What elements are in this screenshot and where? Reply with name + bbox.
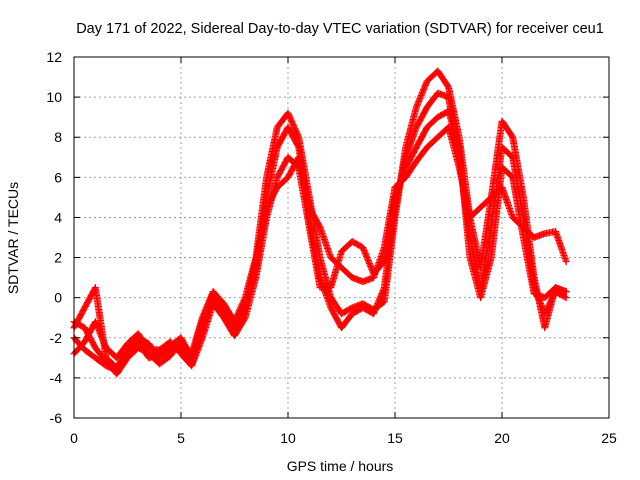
y-tick-label: 12 xyxy=(46,49,62,65)
y-tick-label: -4 xyxy=(50,370,63,386)
y-tick-label: -6 xyxy=(50,410,63,426)
y-tick-label: 2 xyxy=(54,250,62,266)
data-point xyxy=(562,258,570,266)
y-tick-label: 10 xyxy=(46,89,62,105)
series-arc-3 xyxy=(70,107,570,370)
x-tick-label: 20 xyxy=(494,430,510,446)
data-point xyxy=(562,288,570,296)
y-axis-label: SDTVAR / TECUs xyxy=(5,182,21,294)
y-tick-label: 6 xyxy=(54,169,62,185)
x-tick-label: 25 xyxy=(601,430,617,446)
y-tick-label: -2 xyxy=(50,330,63,346)
x-axis-label: GPS time / hours xyxy=(287,458,394,474)
y-tick-label: 8 xyxy=(54,129,62,145)
x-tick-label: 5 xyxy=(177,430,185,446)
data-points xyxy=(70,67,570,378)
y-tick-label: 4 xyxy=(54,209,62,225)
chart-title: Day 171 of 2022, Sidereal Day-to-day VTE… xyxy=(76,21,604,37)
x-tick-label: 15 xyxy=(387,430,403,446)
axis-ticks: 0 5 10 15 20 25 -6 -4 -2 0 2 4 6 8 10 12 xyxy=(46,49,617,446)
x-tick-label: 0 xyxy=(70,430,78,446)
series-arc-4 xyxy=(70,123,570,372)
y-tick-label: 0 xyxy=(54,290,62,306)
data-point xyxy=(562,294,570,302)
plot-frame xyxy=(73,56,610,419)
x-tick-label: 10 xyxy=(280,430,296,446)
